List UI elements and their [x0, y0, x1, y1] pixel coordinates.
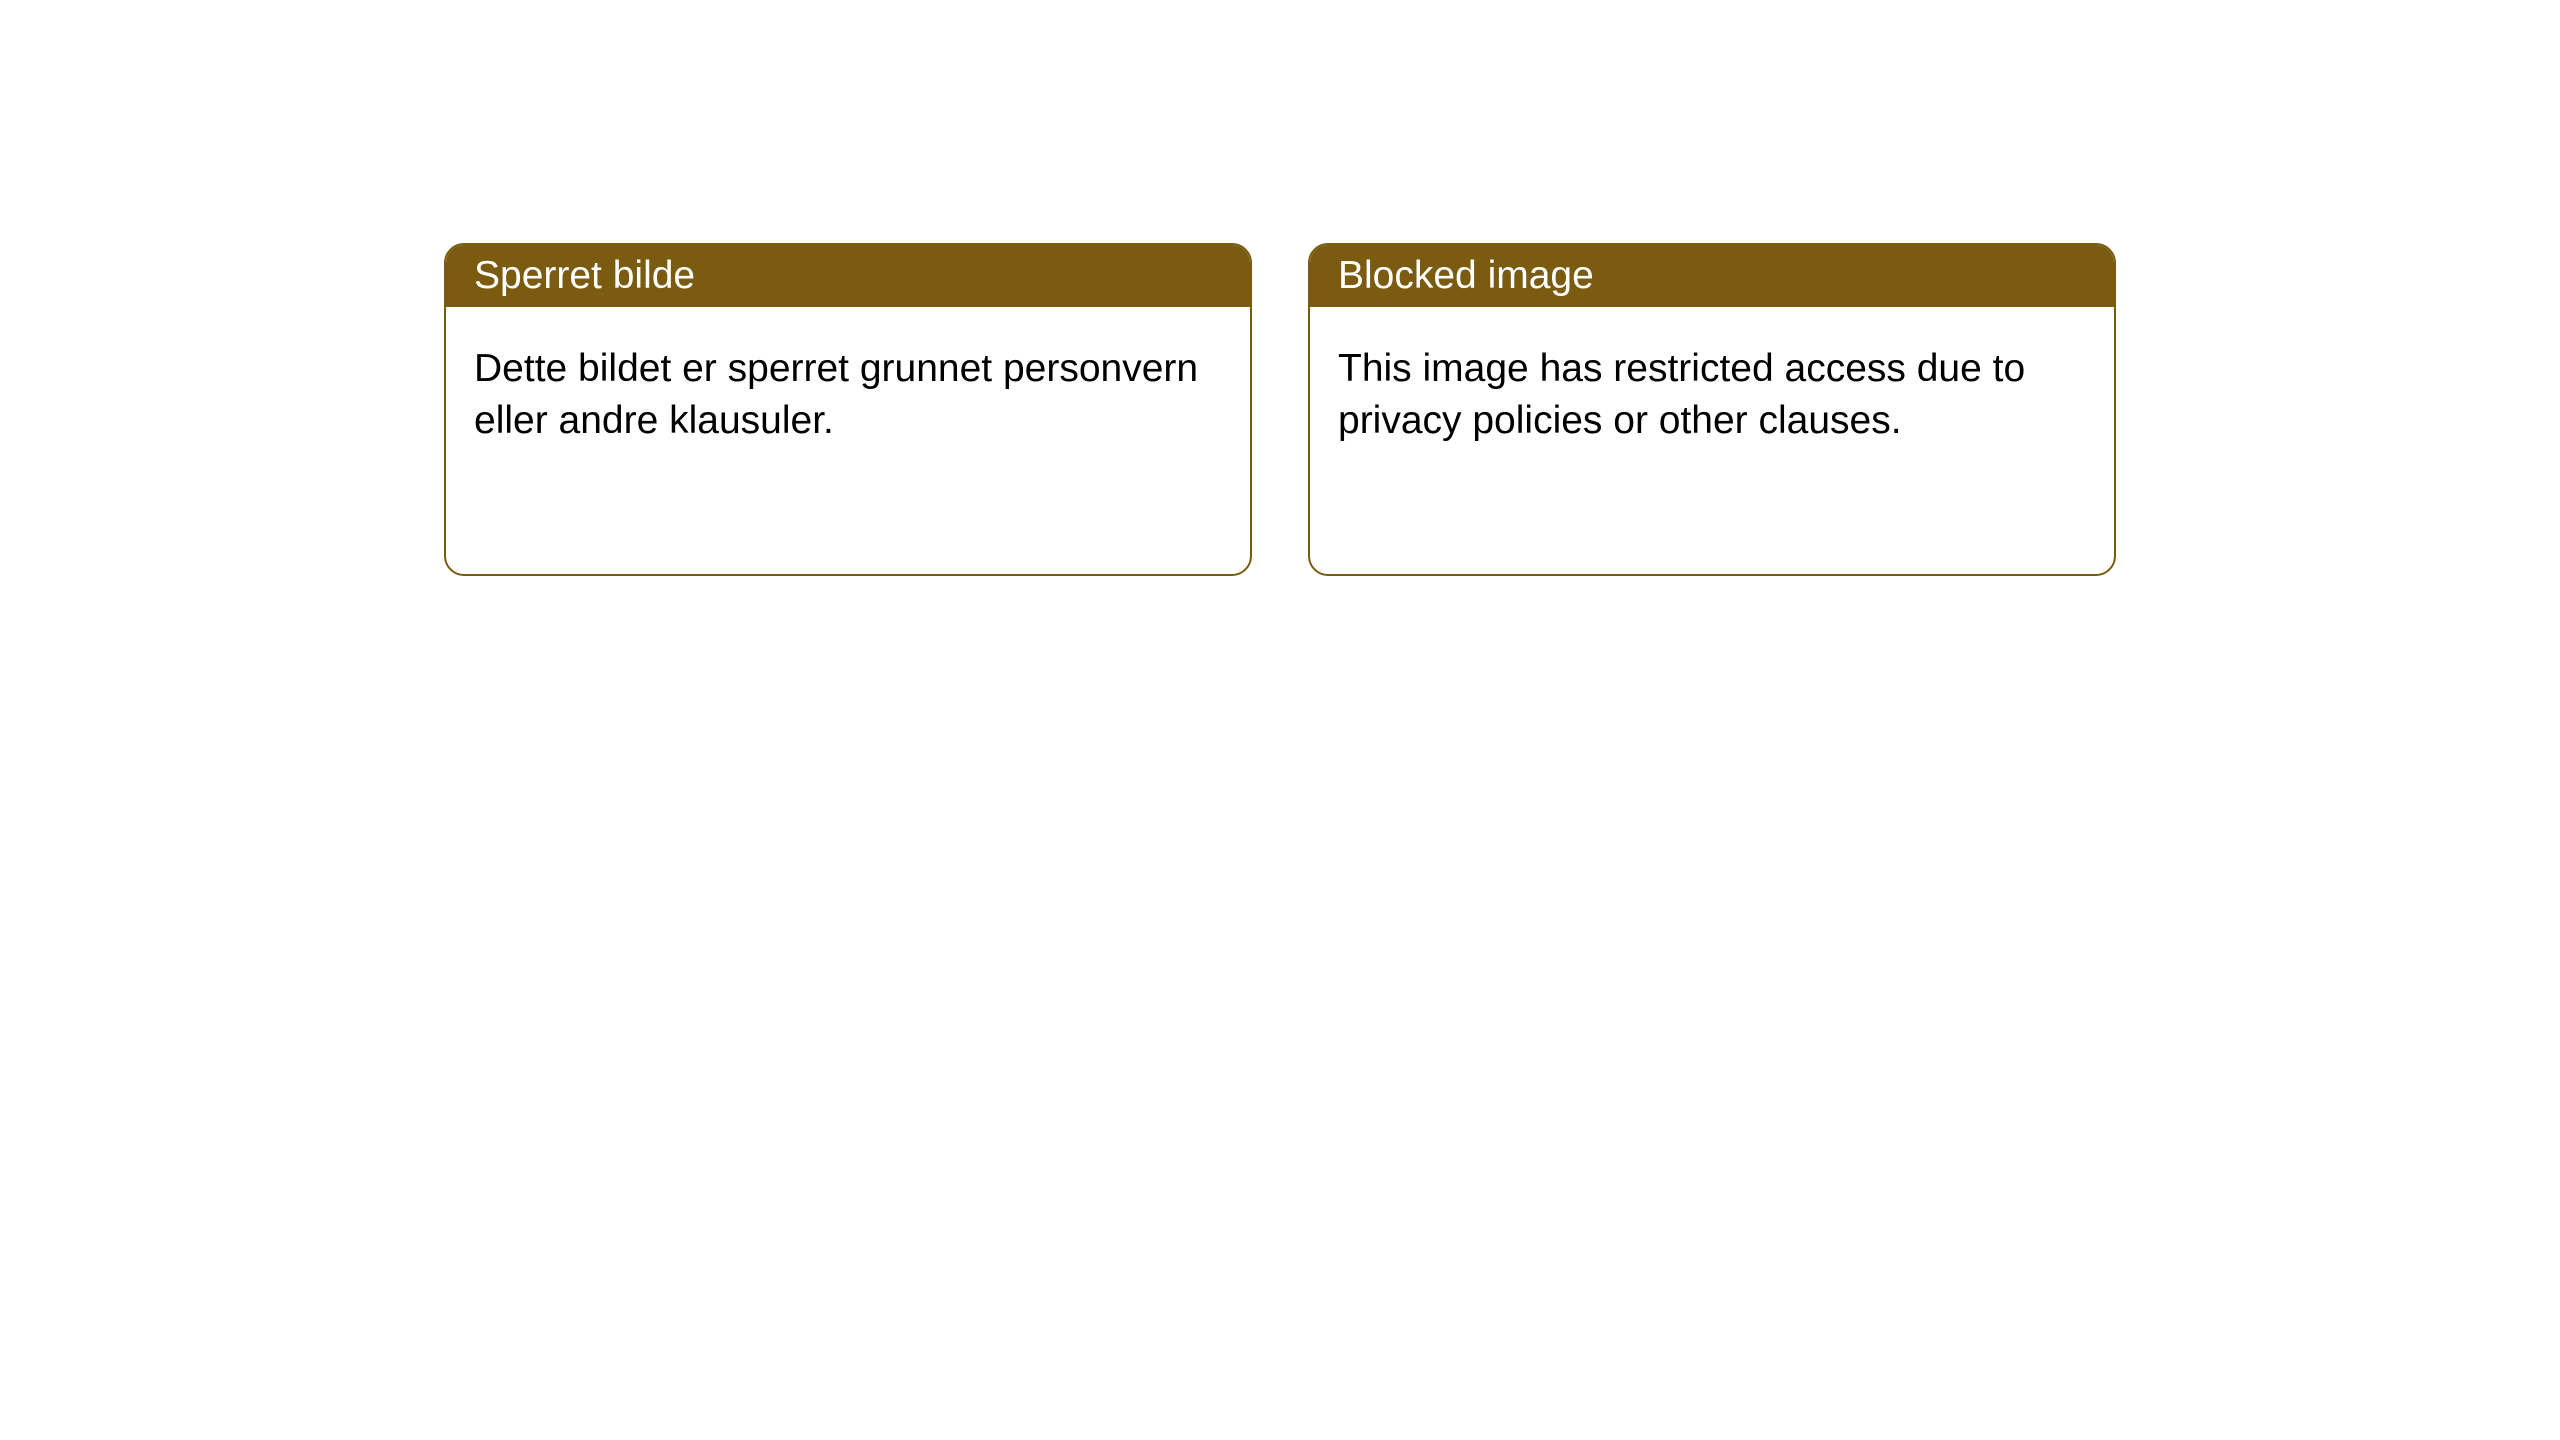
- notice-card-norwegian: Sperret bilde Dette bildet er sperret gr…: [444, 243, 1252, 576]
- card-body: Dette bildet er sperret grunnet personve…: [446, 307, 1250, 484]
- notice-container: Sperret bilde Dette bildet er sperret gr…: [0, 0, 2560, 576]
- card-body-text: Dette bildet er sperret grunnet personve…: [474, 347, 1198, 442]
- notice-card-english: Blocked image This image has restricted …: [1308, 243, 2116, 576]
- card-header: Sperret bilde: [446, 245, 1250, 307]
- card-header: Blocked image: [1310, 245, 2114, 307]
- card-body: This image has restricted access due to …: [1310, 307, 2114, 484]
- card-body-text: This image has restricted access due to …: [1338, 347, 2025, 442]
- card-title: Sperret bilde: [474, 254, 695, 298]
- card-title: Blocked image: [1338, 254, 1594, 298]
